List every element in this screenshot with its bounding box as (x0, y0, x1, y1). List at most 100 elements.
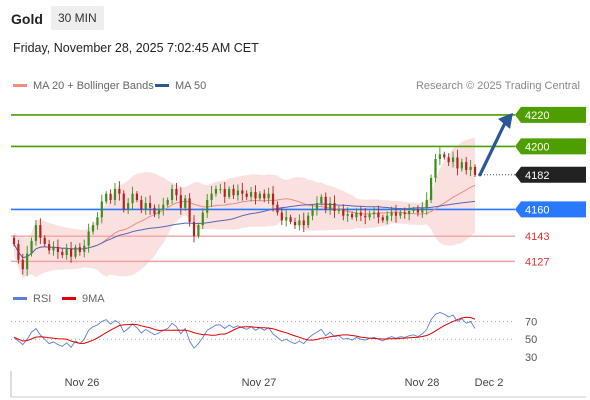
candle (429, 177, 433, 200)
candle (399, 212, 402, 216)
x-tick-label: Nov 26 (65, 377, 100, 389)
candle (254, 192, 257, 199)
candle (460, 162, 463, 169)
candle (127, 203, 130, 210)
candle (451, 157, 455, 163)
candle (65, 248, 68, 256)
candle (201, 212, 204, 226)
candle (21, 259, 24, 270)
candle (425, 199, 428, 208)
level-tag-bg-4200 (515, 138, 586, 155)
candle (241, 190, 244, 194)
candle (135, 193, 139, 200)
candle (381, 217, 384, 221)
candle (249, 192, 253, 197)
candle (298, 220, 301, 226)
legend-swatch (13, 296, 27, 300)
candle (184, 198, 187, 208)
candle (149, 203, 152, 208)
candle (188, 198, 191, 222)
legend-label-ma50: MA 50 (175, 80, 207, 92)
candle (447, 157, 450, 163)
candle (113, 188, 117, 200)
candle (131, 193, 134, 204)
candle (438, 154, 441, 159)
candle (157, 209, 160, 215)
candle (17, 244, 20, 260)
candle (350, 214, 354, 218)
candle (390, 212, 393, 216)
candle (83, 245, 86, 252)
candle (144, 203, 147, 210)
candle (276, 204, 279, 213)
rsi-9ma-line (13, 316, 476, 344)
interval-button[interactable]: 30 MIN (51, 6, 104, 30)
candle (372, 212, 376, 215)
rsi-tick-label: 70 (525, 316, 537, 328)
candle (346, 214, 349, 216)
legend-swatch (62, 296, 76, 300)
candle (74, 247, 77, 257)
candle (386, 215, 389, 221)
candle (87, 231, 90, 246)
candle (364, 215, 367, 218)
candle (78, 247, 81, 252)
candle (403, 212, 406, 215)
legend-item-9ma: 9MA (62, 293, 105, 305)
candle (245, 193, 248, 197)
candle (315, 203, 319, 210)
candle (69, 248, 73, 257)
candle (377, 212, 380, 218)
candle (285, 217, 288, 221)
candle (421, 207, 424, 213)
candle (456, 157, 459, 169)
level-tag-4182: 4182 (525, 170, 549, 182)
candle (52, 247, 55, 251)
x-tick-label: Nov 28 (405, 377, 440, 389)
candle (271, 193, 275, 205)
candle (232, 188, 235, 196)
instrument-title: Gold (11, 11, 43, 27)
candle (43, 237, 46, 245)
candle (443, 154, 446, 158)
level-tag-4220: 4220 (525, 110, 549, 122)
candle (118, 188, 121, 194)
candle (416, 209, 420, 213)
candle (206, 199, 209, 213)
candle (289, 217, 292, 222)
level-tag-4143: 4143 (525, 231, 549, 243)
candle (355, 212, 358, 218)
candle (223, 188, 226, 197)
level-tag-4200: 4200 (525, 141, 549, 153)
research-credit: Research © 2025 Trading Central (415, 80, 580, 92)
forecast-arrowhead (498, 112, 513, 129)
candle (263, 193, 266, 199)
candle (280, 212, 283, 221)
level-tag-bg-4160 (515, 201, 586, 218)
candle (61, 251, 64, 256)
legend-label-9ma: 9MA (82, 293, 105, 305)
candle (324, 196, 327, 210)
legend-label-ma20: MA 20 + Bollinger Bands (33, 80, 154, 92)
legend-item-rsi: RSI (13, 293, 51, 305)
candle (329, 203, 332, 210)
candle (162, 204, 165, 210)
candle (96, 217, 99, 226)
candle (214, 188, 218, 194)
chart-datetime: Friday, November 28, 2025 7:02:45 AM CET (13, 41, 259, 55)
candle (258, 193, 261, 199)
candle (394, 212, 398, 216)
legend-swatch (13, 83, 27, 87)
candle (26, 253, 29, 270)
candle (236, 190, 240, 196)
candle (175, 188, 178, 196)
candle (48, 244, 51, 251)
candle (228, 188, 231, 197)
candle (342, 209, 345, 216)
forecast-arrow (478, 121, 507, 177)
candle (473, 166, 477, 175)
candle (434, 159, 437, 178)
candle (34, 225, 38, 241)
candle (302, 220, 305, 226)
